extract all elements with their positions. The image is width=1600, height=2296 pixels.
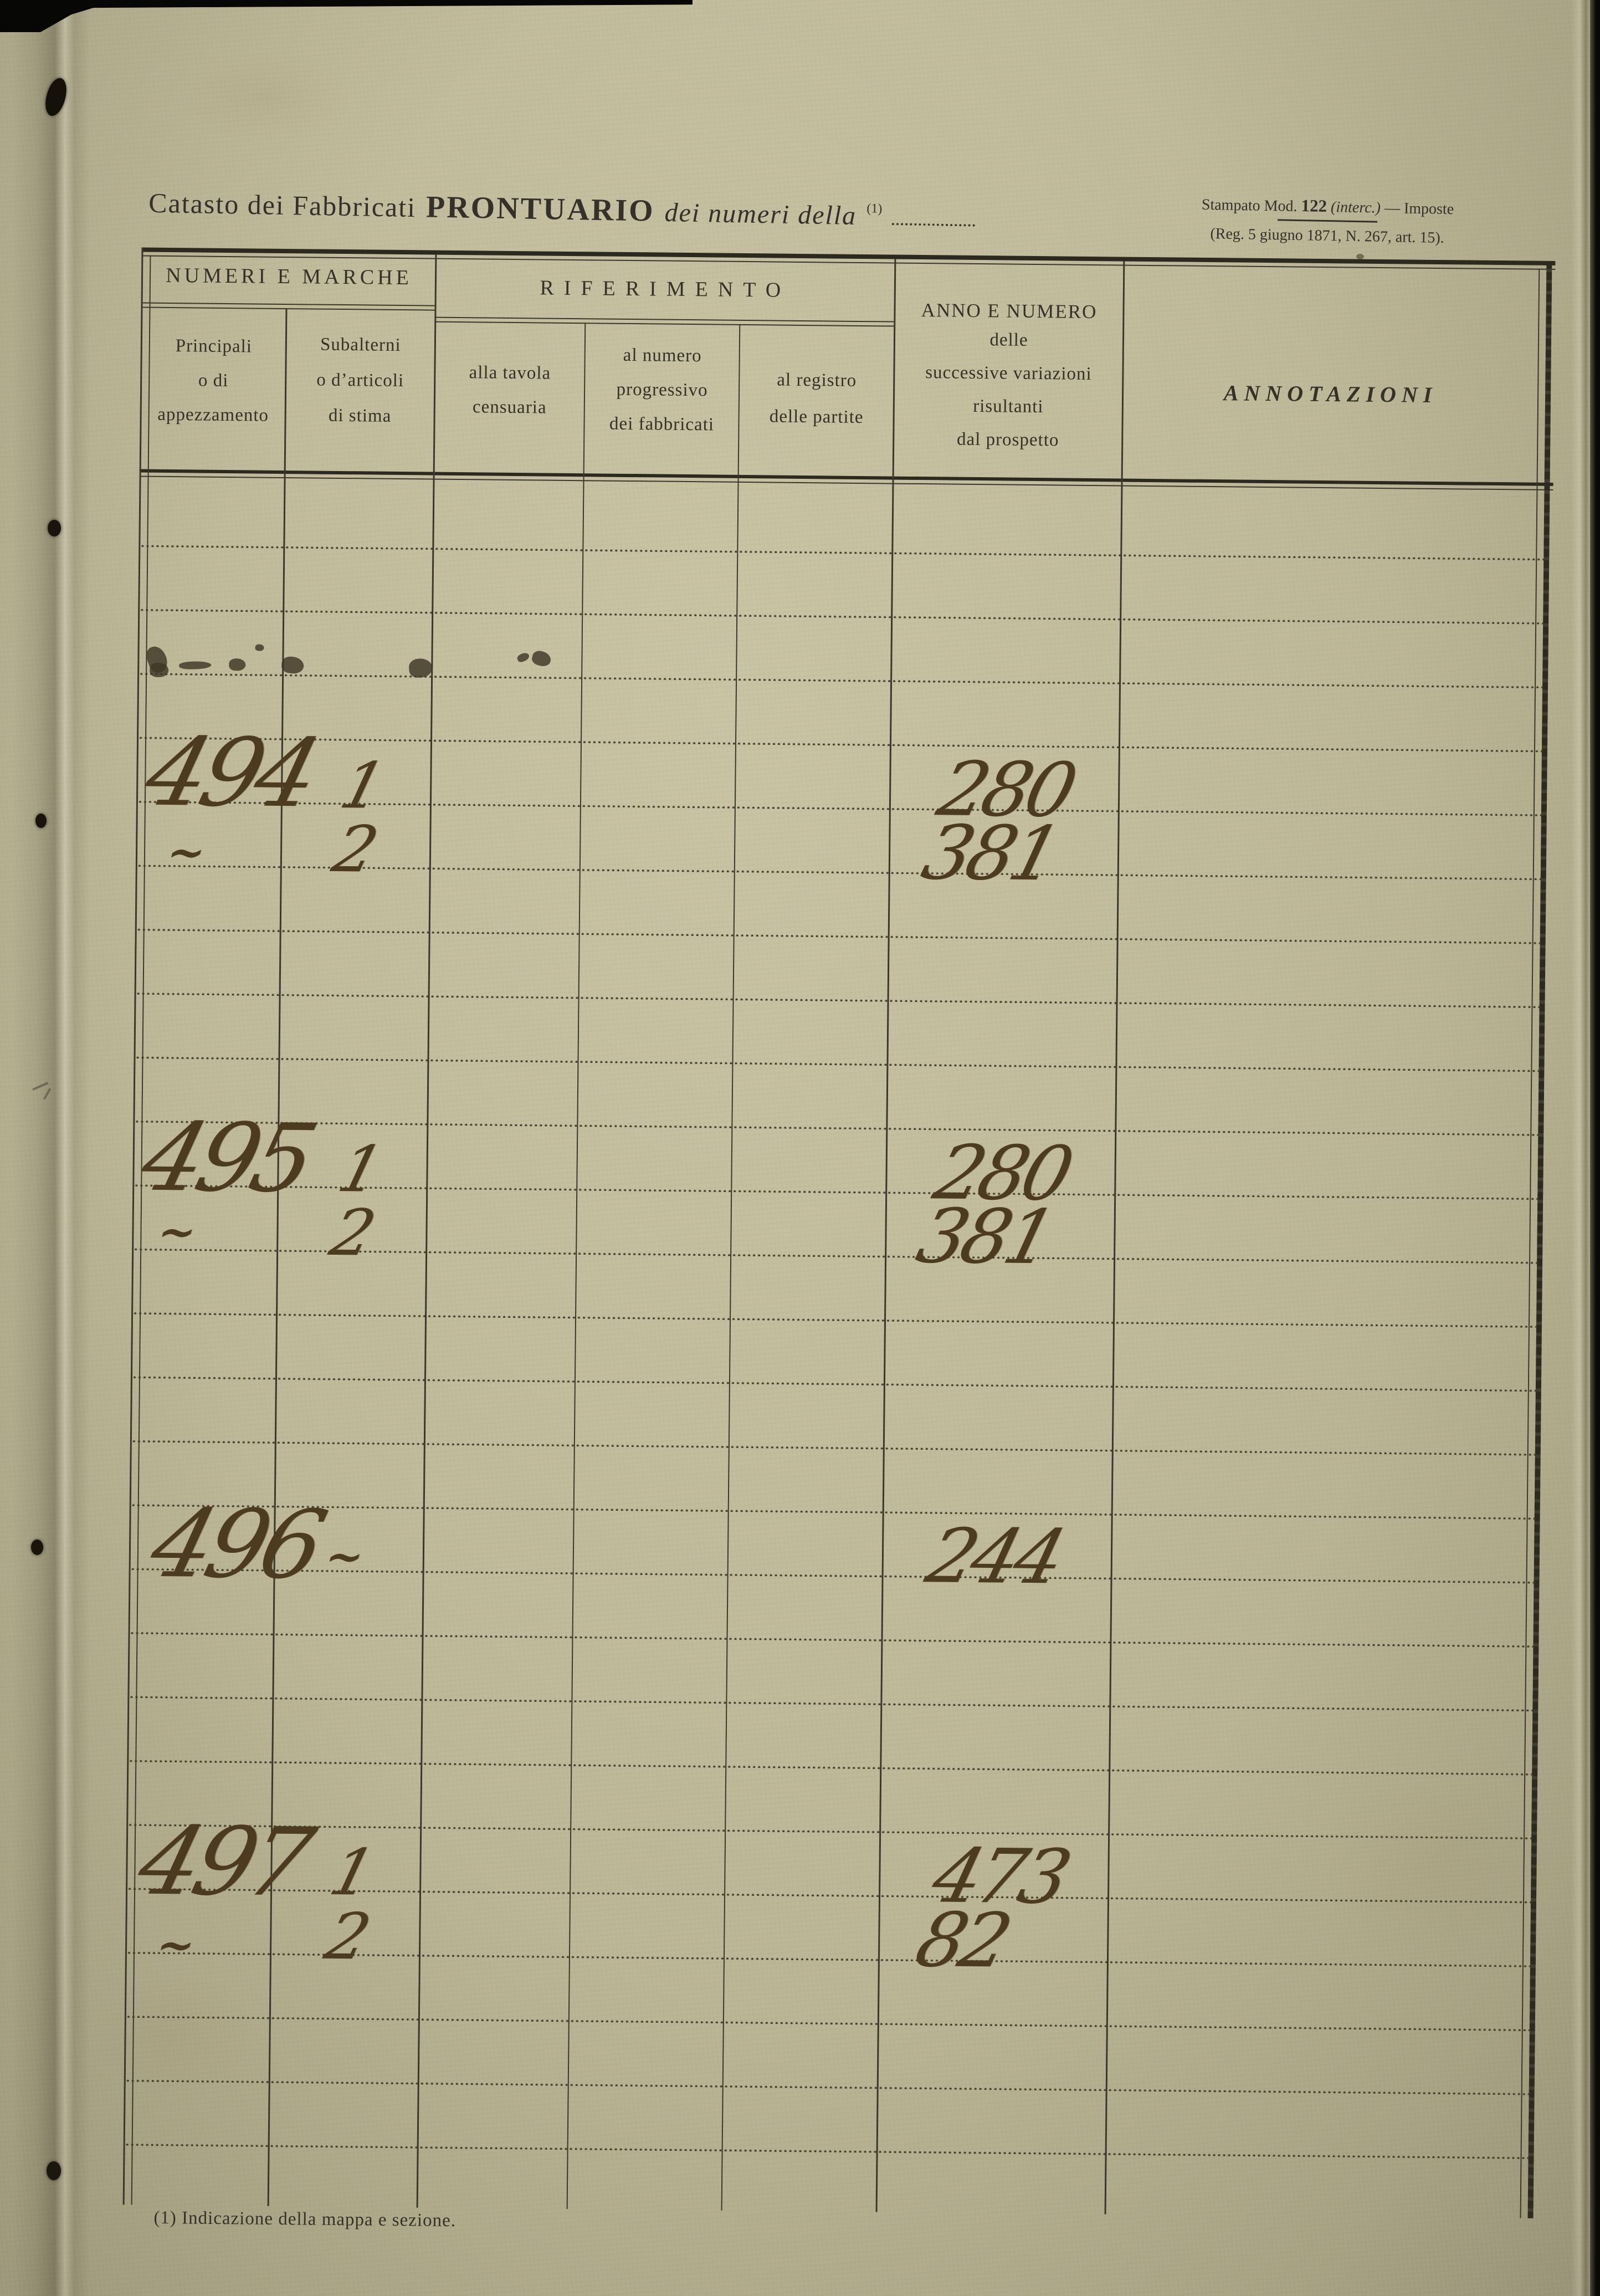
- ink-blot: [255, 644, 264, 651]
- column-header-line: delle: [989, 330, 1028, 350]
- title-segment-bold: PRONTUARIO: [425, 190, 655, 228]
- column-header-line: Principali: [175, 336, 253, 357]
- handwritten-principale: 495: [131, 1102, 322, 1214]
- title-segment-italic: dei numeri della: [664, 198, 857, 231]
- column-header-line: di stima: [328, 405, 392, 426]
- column-header-registro-partite: al registro delle partite: [740, 361, 893, 436]
- stamp-line2: (Reg. 5 giugno 1871, N. 267, art. 15).: [1210, 225, 1444, 247]
- ink-blot: [229, 658, 246, 671]
- title-dotted-fill-line: [891, 204, 976, 227]
- stamp-line1-post: — Imposte: [1384, 199, 1454, 218]
- column-header-line: alla tavola: [469, 362, 551, 383]
- column-header-line: al numero: [623, 345, 702, 366]
- handwritten-anno: 244: [918, 1512, 1070, 1601]
- binding-crease: [12, 0, 90, 2296]
- column-header-line: al registro: [777, 370, 857, 391]
- column-header-line: o d’articoli: [316, 370, 404, 391]
- handwritten-principale: 496: [140, 1489, 331, 1600]
- page-title: Catasto dei Fabbricati PRONTUARIO dei nu…: [148, 185, 976, 234]
- title-segment-regular: Catasto dei Fabbricati: [148, 187, 417, 223]
- column-header-line: successive variazioni: [925, 362, 1092, 384]
- column-header-numero-progressivo: al numero progressivo dei fabbricati: [585, 338, 739, 442]
- stamp-rule: [1278, 219, 1378, 223]
- column-header-line: delle partite: [769, 406, 864, 428]
- scan-edge-right: [1590, 0, 1600, 2296]
- ink-blot: [150, 662, 169, 678]
- binding-hole: [47, 2161, 61, 2180]
- ink-speck: [1356, 254, 1364, 259]
- handwritten-anno: 381: [914, 809, 1066, 898]
- title-footnote-marker: (1): [866, 201, 883, 216]
- column-header-line: censuaria: [472, 397, 547, 418]
- column-header-tavola: alla tavola censuaria: [435, 355, 584, 426]
- handwritten-principale: 494: [134, 717, 326, 829]
- stamp-line1-pre: Stampato Mod.: [1201, 196, 1298, 216]
- column-header-line: o di: [198, 370, 229, 391]
- column-header-anno-numero: ANNO E NUMERO delle successive variazion…: [894, 298, 1123, 458]
- handwritten-principale: 497: [127, 1806, 319, 1918]
- column-header-line: progressivo: [616, 379, 708, 401]
- column-header-line: dei fabbricati: [609, 413, 715, 435]
- column-header-annotazioni: ANNOTAZIONI: [1223, 380, 1438, 407]
- group-header-riferimento: RIFERIMENTO: [540, 276, 791, 302]
- stamp-model-number: 122: [1301, 196, 1327, 216]
- table-group-separator: [142, 302, 435, 306]
- group-header-numeri-marche: NUMERI E MARCHE: [166, 263, 413, 290]
- column-header-line: risultanti: [973, 396, 1044, 417]
- column-header-line: appezzamento: [157, 404, 269, 426]
- paper-stain: [177, 50, 355, 144]
- table-group-separator: [434, 321, 894, 327]
- stamp-line1-paren: (interc.): [1330, 198, 1381, 217]
- paper-edge-highlight: [1571, 0, 1590, 2296]
- column-header-subalterni: Subalterni o d’articoli di stima: [286, 326, 434, 434]
- binding-hole: [35, 814, 47, 828]
- column-header-line: Subalterni: [320, 334, 401, 356]
- handwritten-anno: 381: [909, 1193, 1061, 1281]
- stamp-line1: Stampato Mod. 122 (interc.) — Imposte: [1194, 195, 1461, 219]
- binding-hole: [48, 520, 61, 536]
- table-group-separator: [142, 306, 435, 311]
- stamp-block: Stampato Mod. 122 (interc.) — Imposte (R…: [1194, 195, 1461, 248]
- column-header-principali: Principali o di appezzamento: [141, 329, 285, 433]
- footnote: (1) Indicazione della mappa e sezione.: [153, 2207, 457, 2231]
- column-header-line: ANNO E NUMERO: [921, 299, 1098, 323]
- binding-hole: [31, 1540, 43, 1555]
- column-header-line: dal prospetto: [956, 429, 1059, 451]
